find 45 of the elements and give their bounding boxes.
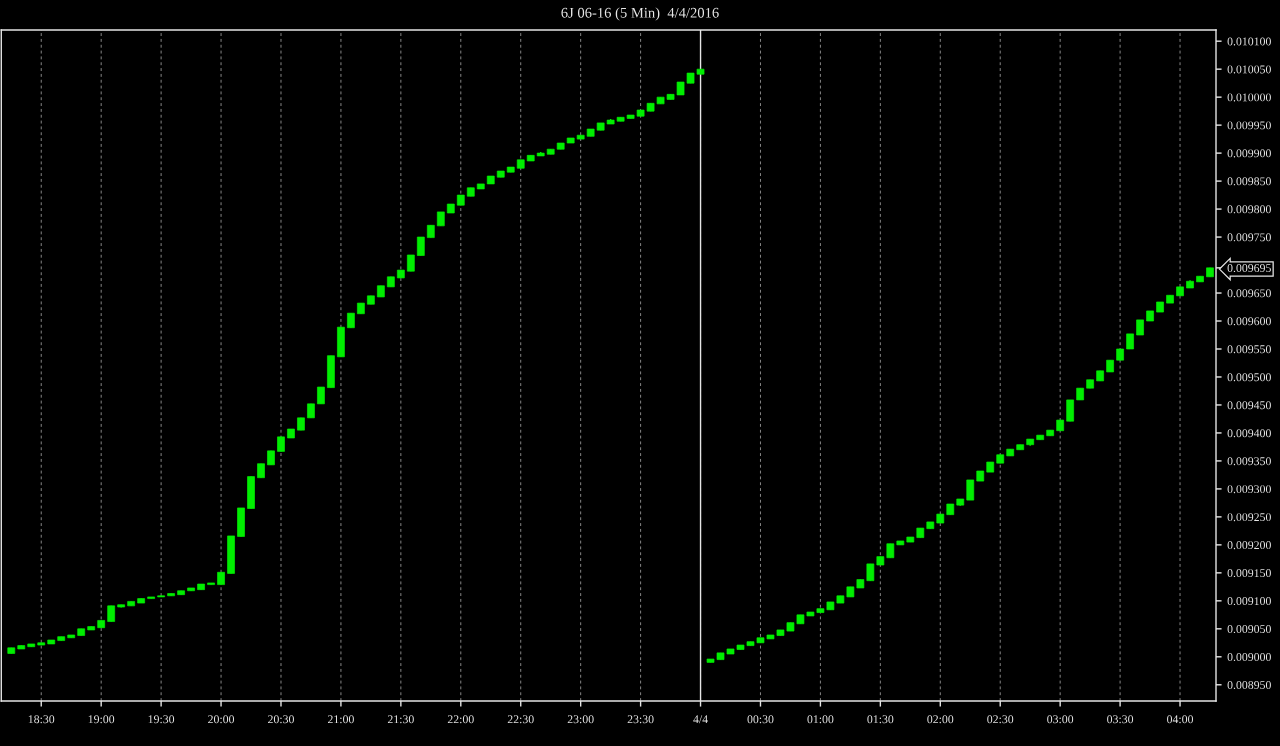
x-tick-label: 19:30: [148, 715, 175, 724]
y-tick-label: 0.009695: [1227, 264, 1271, 273]
x-tick-label: 00:30: [747, 715, 774, 724]
y-tick-label: 0.009950: [1227, 121, 1271, 130]
y-tick-label: 0.008950: [1227, 681, 1271, 690]
y-tick-label: 0.009000: [1227, 653, 1271, 662]
x-tick-label: 18:30: [28, 715, 55, 724]
y-tick-label: 0.009150: [1227, 569, 1271, 578]
x-tick-label: 21:30: [387, 715, 414, 724]
y-tick-label: 0.010000: [1227, 93, 1271, 102]
y-tick-label: 0.009050: [1227, 625, 1271, 634]
y-tick-label: 0.009850: [1227, 177, 1271, 186]
y-tick-label: 0.009400: [1227, 429, 1271, 438]
y-tick-label: 0.009550: [1227, 345, 1271, 354]
x-tick-label: 23:00: [567, 715, 594, 724]
chart-title: 6J 06-16 (5 Min) 4/4/2016: [561, 7, 719, 21]
y-tick-label: 0.009650: [1227, 289, 1271, 298]
x-tick-label: 4/4: [693, 715, 708, 724]
x-tick-label: 04:00: [1167, 715, 1194, 724]
y-tick-label: 0.009300: [1227, 485, 1271, 494]
y-tick-label: 0.009800: [1227, 205, 1271, 214]
y-tick-label: 0.009500: [1227, 373, 1271, 382]
y-tick-label: 0.010100: [1227, 37, 1271, 46]
x-tick-label: 03:30: [1107, 715, 1134, 724]
x-tick-label: 22:30: [507, 715, 534, 724]
y-tick-label: 0.009450: [1227, 401, 1271, 410]
x-tick-label: 01:00: [807, 715, 834, 724]
y-tick-label: 0.009100: [1227, 597, 1271, 606]
x-tick-label: 02:30: [987, 715, 1014, 724]
y-tick-label: 0.009350: [1227, 457, 1271, 466]
x-tick-label: 20:30: [268, 715, 294, 724]
y-tick-label: 0.009600: [1227, 317, 1271, 326]
y-tick-label: 0.010050: [1227, 65, 1271, 74]
y-tick-label: 0.009250: [1227, 513, 1271, 522]
x-tick-label: 23:30: [627, 715, 654, 724]
x-tick-label: 03:00: [1047, 715, 1074, 724]
x-tick-label: 21:00: [328, 715, 354, 724]
x-tick-label: 02:00: [927, 715, 954, 724]
y-tick-label: 0.009200: [1227, 541, 1271, 550]
x-tick-label: 19:00: [88, 715, 115, 724]
y-tick-label: 0.009900: [1227, 149, 1271, 158]
x-tick-label: 01:30: [867, 715, 894, 724]
x-tick-label: 20:00: [208, 715, 235, 724]
y-tick-label: 0.009750: [1227, 233, 1271, 242]
x-tick-label: 22:00: [447, 715, 474, 724]
